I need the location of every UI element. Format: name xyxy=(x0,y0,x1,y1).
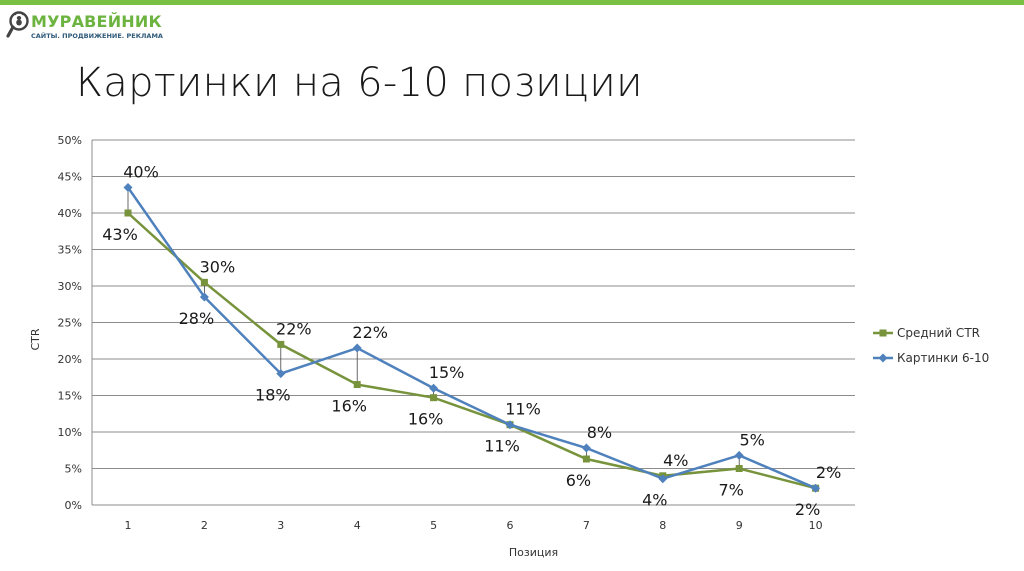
x-tick-label: 4 xyxy=(354,519,361,532)
y-axis-title: CTR xyxy=(29,328,42,350)
legend-avg-ctr-marker xyxy=(879,329,887,337)
data-label-lower: 11% xyxy=(484,437,520,456)
data-label-lower: 4% xyxy=(642,491,667,510)
images-6-10-line xyxy=(126,186,817,490)
x-tick-label: 6 xyxy=(507,519,514,532)
images-6-10-point xyxy=(199,292,209,302)
data-label-lower: 18% xyxy=(255,386,291,405)
y-tick-label: 20% xyxy=(58,353,82,366)
images-6-10-point xyxy=(123,182,133,192)
data-label-upper: 2% xyxy=(816,463,841,482)
ant-magnifier-icon xyxy=(6,11,29,38)
data-label-upper: 22% xyxy=(276,319,312,338)
images-6-10-point xyxy=(811,483,821,493)
data-label-lower: 16% xyxy=(331,397,367,416)
legend-avg-ctr-label: Средний CTR xyxy=(897,326,980,340)
avg-ctr-point xyxy=(200,278,208,286)
avg-ctr-point xyxy=(353,381,361,389)
y-tick-label: 0% xyxy=(65,499,82,512)
logo-tagline: САЙТЫ. ПРОДВИЖЕНИЕ. РЕКЛАМА xyxy=(31,32,163,40)
data-label-upper: 11% xyxy=(505,400,541,419)
images-6-10-point xyxy=(581,443,591,453)
images-6-10-point xyxy=(352,343,362,353)
top-accent-bar xyxy=(0,0,1024,5)
y-tick-label: 45% xyxy=(58,171,82,184)
avg-ctr-point xyxy=(582,455,590,463)
x-tick-label: 3 xyxy=(277,519,284,532)
x-tick-label: 1 xyxy=(125,519,132,532)
data-label-lower: 28% xyxy=(179,309,215,328)
data-label-upper: 8% xyxy=(587,423,612,442)
y-tick-label: 5% xyxy=(65,463,82,476)
avg-ctr-point xyxy=(124,209,132,217)
data-label-upper: 30% xyxy=(200,257,236,276)
images-6-10-point xyxy=(734,450,744,460)
data-label-upper: 22% xyxy=(352,323,388,342)
images-6-10-point xyxy=(276,369,286,379)
data-label-lower: 7% xyxy=(719,481,744,500)
logo-name: МУРАВЕЙНИК xyxy=(31,12,162,31)
logo[interactable]: МУРАВЕЙНИК САЙТЫ. ПРОДВИЖЕНИЕ. РЕКЛАМА xyxy=(6,9,166,45)
data-label-upper: 40% xyxy=(123,162,159,181)
y-tick-label: 40% xyxy=(58,207,82,220)
legend-images-marker xyxy=(878,353,888,363)
y-tick-label: 35% xyxy=(58,244,82,257)
x-tick-label: 5 xyxy=(430,519,437,532)
x-tick-label: 8 xyxy=(659,519,666,532)
images-6-10-point xyxy=(658,474,668,484)
x-tick-label: 2 xyxy=(201,519,208,532)
y-tick-label: 30% xyxy=(58,280,82,293)
y-tick-label: 15% xyxy=(58,390,82,403)
x-axis-title: Позиция xyxy=(509,546,558,559)
data-label-lower: 43% xyxy=(102,225,138,244)
x-tick-label: 7 xyxy=(583,519,590,532)
x-tick-label: 9 xyxy=(736,519,743,532)
data-label-lower: 6% xyxy=(566,471,591,490)
images-6-10-point xyxy=(505,420,515,430)
data-label-upper: 15% xyxy=(429,363,465,382)
legend-images-label: Картинки 6-10 xyxy=(897,351,989,365)
data-label-upper: 4% xyxy=(663,451,688,470)
avg-ctr-point xyxy=(430,394,438,402)
x-tick-label: 10 xyxy=(809,519,823,532)
images-6-10-point xyxy=(429,383,439,393)
data-label-lower: 2% xyxy=(795,500,820,519)
avg-ctr-line xyxy=(127,212,816,490)
avg-ctr-point xyxy=(277,340,285,348)
y-tick-label: 25% xyxy=(58,317,82,330)
data-label-lower: 16% xyxy=(408,410,444,429)
avg-ctr-point xyxy=(735,465,743,472)
y-tick-label: 50% xyxy=(58,134,82,147)
y-tick-label: 10% xyxy=(58,426,82,439)
slide-title: Картинки на 6-10 позиции xyxy=(76,60,643,106)
data-label-upper: 5% xyxy=(740,430,765,449)
